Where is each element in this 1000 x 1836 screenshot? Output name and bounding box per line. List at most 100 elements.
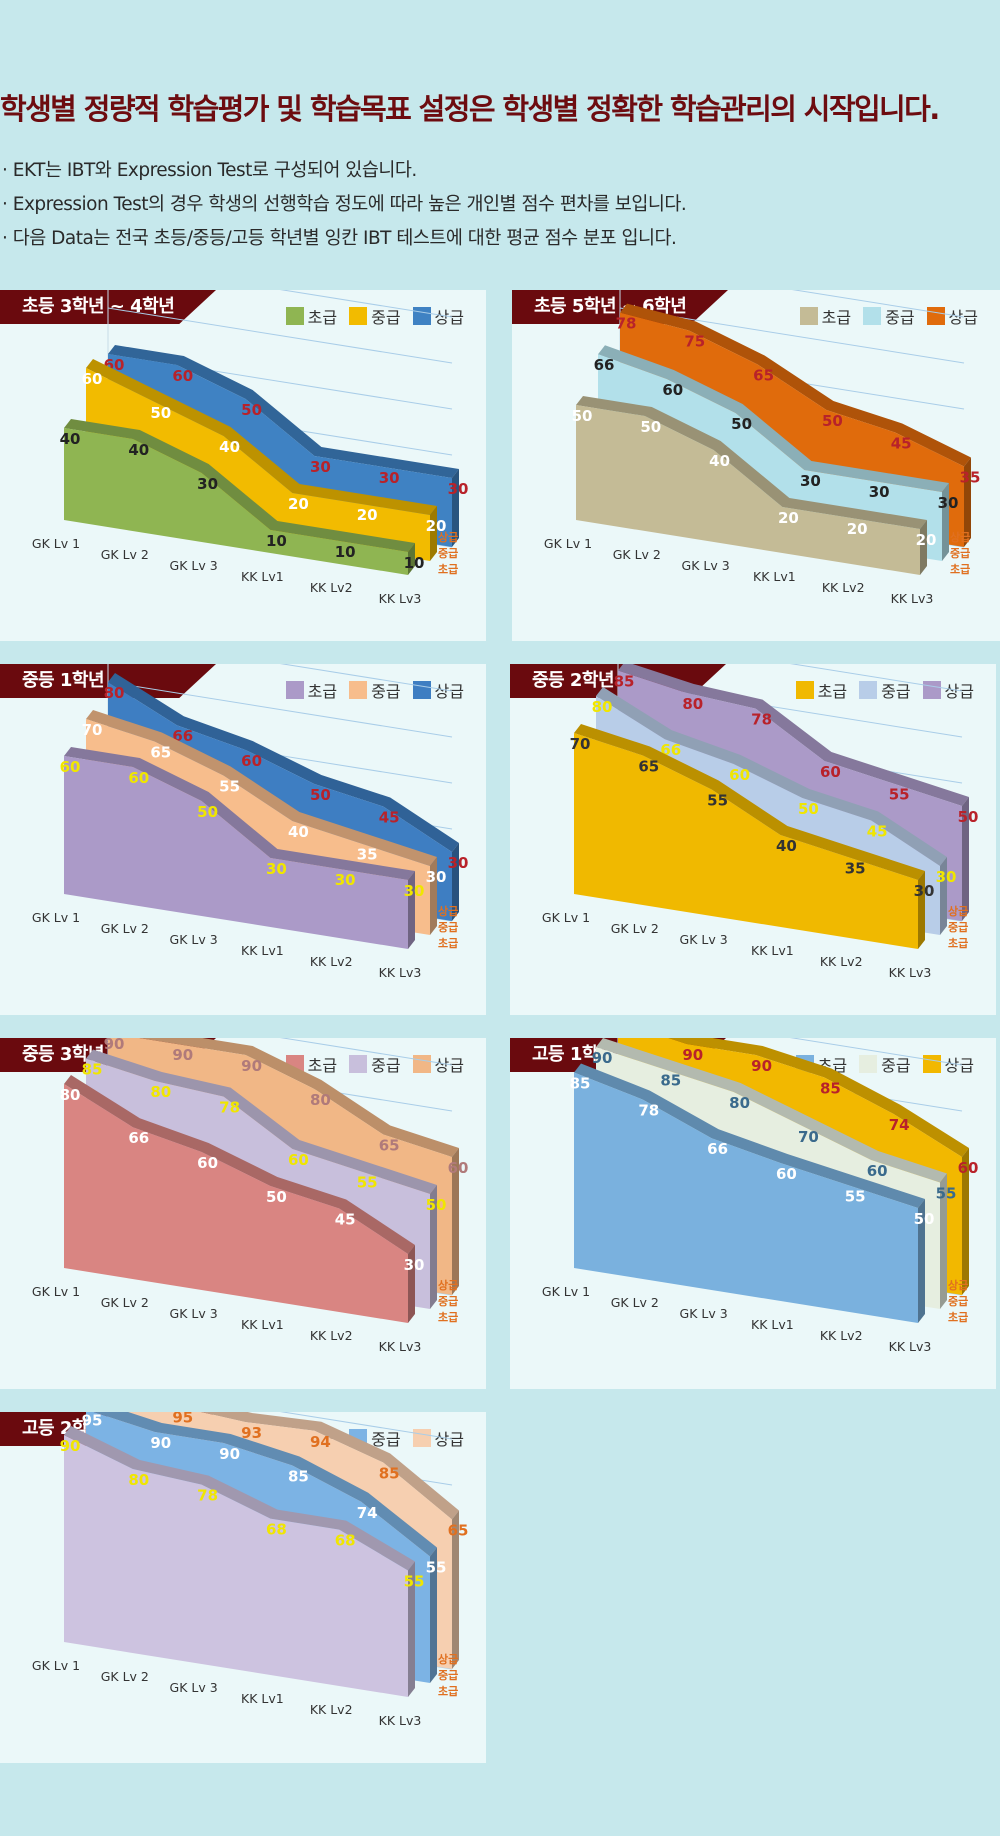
data-label: 35 xyxy=(357,846,378,864)
data-label: 66 xyxy=(707,1140,728,1158)
data-label: 40 xyxy=(776,837,797,855)
depth-label: 중급 xyxy=(438,921,458,934)
chart-panel: 초등 3학년 ~ 4학년 초급 중급 상급 60 60 50 30 30 30 60 50 40 20 20… xyxy=(0,290,486,641)
data-label: 78 xyxy=(197,1487,218,1505)
x-tick-label: GK Lv 2 xyxy=(101,1669,149,1684)
series-area xyxy=(576,405,920,575)
chart-panel: 중등 3학년 초급 중급 상급 90 90 90 80 65 60 85 80 78 60 55 50 80 66… xyxy=(0,1038,486,1389)
data-label: 30 xyxy=(800,472,821,490)
data-label: 30 xyxy=(448,480,469,498)
x-tick-label: KK Lv3 xyxy=(379,1339,422,1354)
legend-swatch xyxy=(285,307,304,325)
depth-label: 상급 xyxy=(948,904,968,918)
series-top-face xyxy=(64,1426,415,1571)
data-label: 68 xyxy=(335,1532,356,1550)
data-label: 55 xyxy=(889,786,910,804)
data-label: 85 xyxy=(660,1072,681,1090)
data-label: 60 xyxy=(729,766,750,784)
data-label: 68 xyxy=(266,1521,287,1539)
data-label: 70 xyxy=(82,721,103,739)
x-tick-label: KK Lv3 xyxy=(891,591,934,606)
x-tick-label: KK Lv1 xyxy=(751,943,794,958)
legend-item: 중급 xyxy=(859,1052,911,1076)
data-label: 60 xyxy=(128,769,149,787)
x-tick-label: GK Lv 2 xyxy=(101,1295,149,1310)
data-label: 85 xyxy=(570,1075,591,1093)
series-area xyxy=(64,756,408,949)
series-area xyxy=(574,733,918,949)
depth-label: 상급 xyxy=(950,530,970,544)
chart-title: 고등 1학년 xyxy=(532,1044,615,1065)
legend-label: 중급 xyxy=(881,682,911,701)
data-label: 95 xyxy=(82,1412,103,1430)
chart-title: 중등 1학년 xyxy=(22,670,105,691)
data-label: 50 xyxy=(426,1196,447,1214)
data-label: 40 xyxy=(709,452,730,470)
data-label: 80 xyxy=(104,684,125,702)
grid-line xyxy=(107,307,453,364)
legend-label: 중급 xyxy=(371,1056,401,1075)
x-tick-label: KK Lv2 xyxy=(820,954,863,969)
series-top-face xyxy=(64,419,415,552)
data-label: 20 xyxy=(847,520,868,538)
data-label: 60 xyxy=(867,1162,888,1180)
series-area xyxy=(64,1435,408,1697)
x-tick-label: KK Lv3 xyxy=(379,965,422,980)
legend-label: 상급 xyxy=(948,308,978,327)
data-label: 45 xyxy=(335,1211,356,1229)
data-label: 55 xyxy=(404,1573,425,1591)
data-label: 30 xyxy=(426,868,447,886)
legend-label: 중급 xyxy=(371,1430,401,1449)
legend-swatch xyxy=(349,681,368,699)
data-label: 50 xyxy=(958,808,979,826)
data-label: 80 xyxy=(310,1091,331,1109)
data-label: 60 xyxy=(958,1159,979,1177)
x-tick-label: KK Lv1 xyxy=(241,1691,284,1706)
depth-label: 상급 xyxy=(438,1278,458,1292)
data-label: 50 xyxy=(640,418,661,436)
data-label: 50 xyxy=(822,412,843,430)
series-top-face xyxy=(596,1038,947,1183)
legend-item: 초급 xyxy=(795,678,847,702)
x-tick-labels: GK Lv 1 GK Lv 2 GK Lv 3 KK Lv1 KK Lv2 KK Lv3 xyxy=(32,1284,421,1354)
data-label: 30 xyxy=(448,854,469,872)
series-0: 90 80 78 68 68 55 xyxy=(60,1426,425,1697)
x-tick-label: KK Lv1 xyxy=(753,569,796,584)
series-side-face xyxy=(452,469,459,547)
data-label: 85 xyxy=(820,1080,841,1098)
grid-line xyxy=(279,1412,453,1440)
series-side-face xyxy=(918,871,925,949)
page-headline: 학생별 정량적 학습평가 및 학습목표 설정은 학생별 정확한 학습관리의 시작… xyxy=(0,92,940,126)
data-label: 40 xyxy=(60,430,81,448)
data-label: 78 xyxy=(616,315,637,333)
data-label: 80 xyxy=(592,698,613,716)
data-label: 30 xyxy=(379,469,400,487)
data-label: 90 xyxy=(150,1434,171,1452)
legend-swatch xyxy=(349,1055,368,1073)
series-top-face xyxy=(86,1049,437,1194)
series-side-face xyxy=(452,843,459,921)
data-label: 60 xyxy=(448,1159,469,1177)
data-label: 55 xyxy=(707,792,728,810)
series-side-face xyxy=(430,1185,437,1309)
x-tick-label: KK Lv2 xyxy=(310,1702,353,1717)
data-label: 50 xyxy=(572,407,593,425)
data-label: 20 xyxy=(357,506,378,524)
series-area xyxy=(64,1084,408,1323)
data-label: 45 xyxy=(379,809,400,827)
x-tick-labels: GK Lv 1 GK Lv 2 GK Lv 3 KK Lv1 KK Lv2 KK Lv3 xyxy=(32,536,421,606)
series-side-face xyxy=(940,857,947,935)
depth-label: 초급 xyxy=(948,1311,968,1324)
series-top-face xyxy=(86,359,437,515)
data-label: 80 xyxy=(150,1083,171,1101)
x-tick-label: GK Lv 2 xyxy=(611,1295,659,1310)
depth-label: 중급 xyxy=(438,547,458,560)
data-label: 50 xyxy=(310,786,331,804)
data-label: 90 xyxy=(219,1445,240,1463)
data-label: 40 xyxy=(128,441,149,459)
